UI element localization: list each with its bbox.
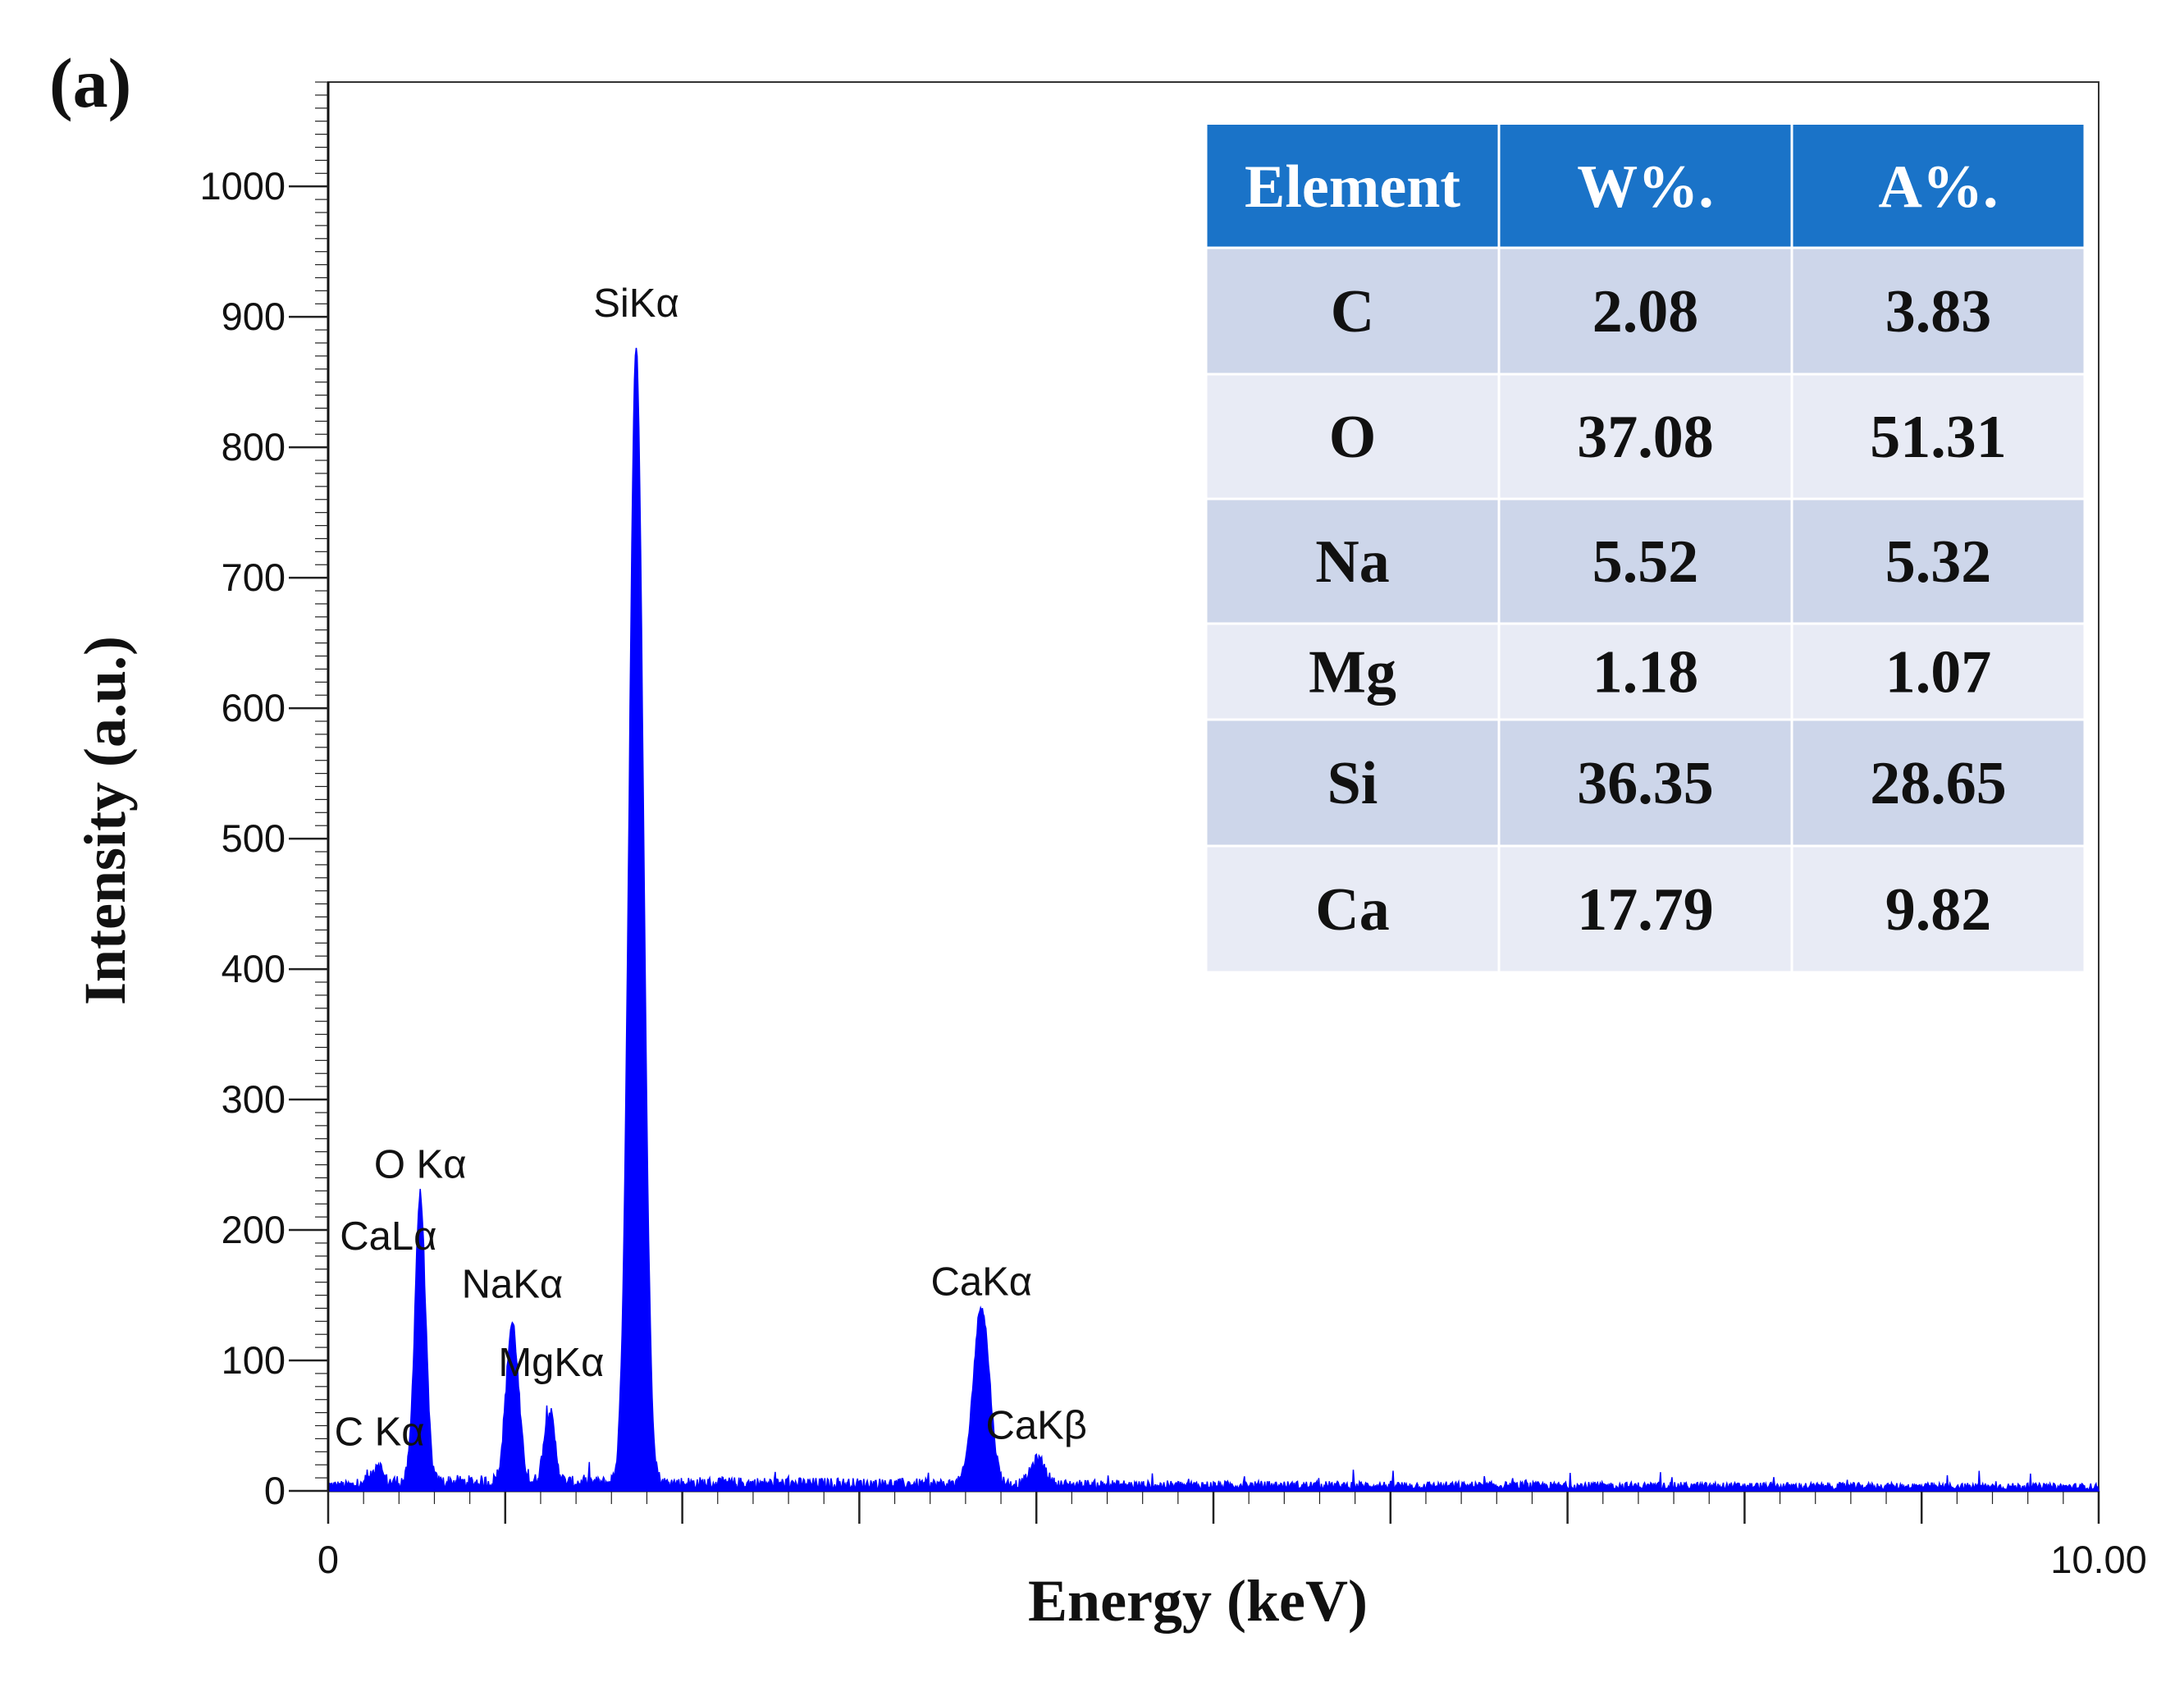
peak-label: CaLα	[340, 1214, 436, 1259]
table-cell: 9.82	[1885, 876, 1992, 944]
y-tick-label: 900	[222, 295, 286, 338]
axes: 0 100 200 300 400 500 600 700 800 900 1000 0 10.00	[199, 81, 2147, 1581]
y-tick-label: 800	[222, 425, 286, 469]
table-cell: C	[1331, 278, 1374, 345]
peak-labels: SiKα O Kα CaLα NaKα MgKα C Kα CaKα CaKβ	[335, 281, 1087, 1454]
x-axis-title: Energy (keV)	[1028, 1568, 1368, 1634]
peak-label: C Kα	[335, 1410, 425, 1454]
table-row	[1206, 624, 2085, 720]
table-header-cell: W%.	[1577, 153, 1714, 221]
table-cell: 1.18	[1592, 639, 1699, 706]
spectrum	[329, 347, 2099, 1493]
table-row	[1206, 374, 2085, 499]
table-row	[1206, 846, 2085, 972]
peak-label: SiKα	[593, 281, 679, 326]
y-tick-label: 1000	[199, 164, 286, 208]
y-tick-label: 0	[264, 1469, 286, 1512]
x-tick-label: 0	[318, 1538, 339, 1581]
x-tick-label: 10.00	[2050, 1538, 2147, 1581]
peak-label: NaKα	[462, 1263, 564, 1307]
table-header-row	[1206, 125, 2085, 248]
table-row	[1206, 248, 2085, 374]
table-cell: 17.79	[1577, 876, 1714, 944]
table-cell: 36.35	[1577, 750, 1714, 817]
y-tick-label: 600	[222, 686, 286, 729]
y-tick-label: 400	[222, 947, 286, 990]
table-cell: Mg	[1309, 639, 1396, 706]
table-cell: Si	[1327, 750, 1378, 817]
table-cell: O	[1329, 404, 1377, 471]
table-header-cell: A%.	[1879, 153, 1999, 221]
table-cell: 2.08	[1592, 278, 1699, 345]
y-tick-label: 500	[222, 816, 286, 860]
panel-label: (a)	[49, 43, 131, 122]
table-cell: 3.83	[1885, 278, 1992, 345]
composition-table: Element W%. A%. C 2.08 3.83 O 37.08 51.31 Na 5.52 5…	[1204, 125, 2086, 974]
table-row	[1206, 499, 2085, 624]
table-header-cell: Element	[1245, 153, 1460, 221]
table-cell: Na	[1315, 528, 1389, 596]
peak-label: CaKα	[930, 1260, 1032, 1305]
table-cell: 37.08	[1577, 404, 1714, 471]
y-tick-label: 700	[222, 555, 286, 599]
y-tick-label: 100	[222, 1338, 286, 1382]
table-cell: 28.65	[1870, 750, 2007, 817]
peak-label: MgKα	[498, 1341, 604, 1385]
table-cell: Ca	[1315, 876, 1389, 944]
table-cell: 1.07	[1885, 639, 1992, 706]
peak-label: O Kα	[374, 1142, 467, 1186]
y-axis-title: Intensity (a.u.)	[72, 636, 138, 1005]
y-tick-label: 300	[222, 1077, 286, 1121]
table-row	[1206, 720, 2085, 846]
peak-label: CaKβ	[985, 1403, 1087, 1447]
spectrum-trace	[329, 347, 2099, 1493]
table-cell: 5.32	[1885, 528, 1992, 596]
table-cell: 51.31	[1870, 404, 2007, 471]
y-tick-label: 200	[222, 1208, 286, 1251]
table-cell: 5.52	[1592, 528, 1699, 596]
